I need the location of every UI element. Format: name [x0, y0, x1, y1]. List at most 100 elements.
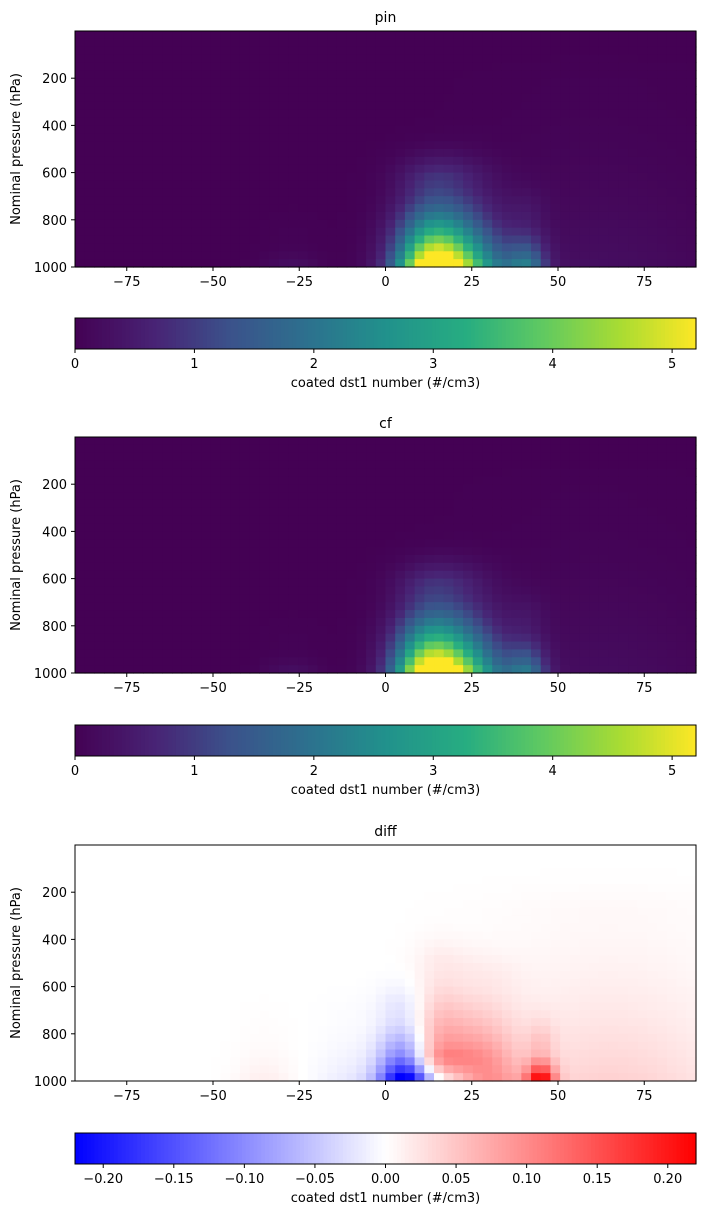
- heatmap-cell: [443, 93, 455, 103]
- heatmap-cell: [230, 259, 241, 268]
- heatmap-cell: [434, 444, 445, 454]
- heatmap-cell: [133, 499, 144, 509]
- heatmap-cell: [104, 1010, 115, 1019]
- heatmap-cell: [123, 38, 134, 48]
- heatmap-cell: [482, 38, 493, 48]
- colorbar-segment: [486, 725, 491, 756]
- heatmap-cell: [75, 117, 86, 126]
- heatmap-cell: [424, 507, 435, 517]
- heatmap-cell: [589, 219, 600, 229]
- heatmap-cell: [142, 1041, 154, 1051]
- heatmap-cell: [540, 555, 552, 564]
- colorbar-segment: [649, 725, 654, 756]
- heatmap-cell: [220, 46, 231, 56]
- heatmap-cell: [569, 625, 581, 635]
- heatmap-cell: [152, 602, 163, 611]
- heatmap-cell: [113, 1018, 125, 1027]
- heatmap-cell: [181, 149, 193, 158]
- heatmap-cell: [676, 31, 687, 40]
- heatmap-cell: [686, 602, 697, 611]
- heatmap-cell: [84, 594, 96, 603]
- heatmap-cell: [94, 907, 105, 917]
- heatmap-cell: [666, 54, 678, 64]
- heatmap-cell: [540, 172, 552, 182]
- heatmap-cell: [336, 149, 348, 158]
- heatmap-cell: [579, 125, 590, 134]
- heatmap-cell: [637, 141, 649, 150]
- heatmap-cell: [356, 492, 367, 501]
- heatmap-cell: [104, 156, 115, 166]
- heatmap-cell: [104, 649, 115, 658]
- heatmap-cell: [298, 70, 309, 79]
- heatmap-cell: [269, 657, 280, 666]
- heatmap-cell: [269, 1018, 280, 1027]
- heatmap-cell: [531, 515, 542, 525]
- heatmap-cell: [501, 188, 513, 197]
- heatmap-cell: [560, 31, 571, 40]
- heatmap-cell: [317, 196, 328, 205]
- heatmap-cell: [443, 499, 455, 509]
- heatmap-cell: [94, 468, 105, 477]
- heatmap-cell: [191, 649, 202, 658]
- heatmap-cell: [511, 555, 522, 564]
- heatmap-cell: [395, 78, 406, 87]
- heatmap-cell: [598, 196, 610, 205]
- heatmap-cell: [434, 515, 445, 525]
- heatmap-cell: [239, 986, 251, 996]
- heatmap-cell: [327, 539, 338, 548]
- heatmap-cell: [152, 204, 163, 213]
- heatmap-cell: [686, 547, 697, 556]
- heatmap-cell: [569, 437, 581, 446]
- heatmap-cell: [540, 476, 552, 485]
- heatmap-cell: [104, 1073, 115, 1082]
- heatmap-cell: [172, 460, 183, 470]
- heatmap-cell: [288, 1002, 299, 1011]
- heatmap-cell: [540, 141, 552, 150]
- heatmap-cell: [113, 235, 125, 244]
- heatmap-cell: [608, 578, 619, 588]
- heatmap-cell: [676, 499, 687, 509]
- heatmap-cell: [443, 219, 455, 229]
- heatmap-cell: [152, 86, 163, 95]
- heatmap-cell: [482, 109, 493, 119]
- heatmap-cell: [550, 125, 561, 134]
- colorbar-segment: [451, 725, 456, 756]
- heatmap-cell: [75, 860, 86, 870]
- heatmap-cell: [385, 594, 396, 603]
- heatmap-cell: [424, 78, 435, 87]
- colorbar-segment: [241, 725, 247, 756]
- heatmap-cell: [531, 38, 542, 48]
- heatmap-cell: [618, 251, 629, 260]
- heatmap-cell: [463, 602, 474, 611]
- heatmap-cell: [521, 211, 532, 221]
- heatmap-cell: [501, 219, 513, 229]
- heatmap-cell: [288, 641, 299, 650]
- heatmap-cell: [531, 149, 542, 158]
- heatmap-cell: [637, 243, 649, 252]
- heatmap-cell: [637, 586, 649, 595]
- heatmap-cell: [492, 78, 503, 87]
- colorbar-segment: [428, 318, 433, 349]
- heatmap-cell: [647, 78, 658, 87]
- heatmap-cell: [647, 133, 658, 142]
- heatmap-cell: [317, 227, 328, 237]
- heatmap-cell: [152, 923, 163, 933]
- heatmap-cell: [647, 578, 658, 588]
- heatmap-cell: [463, 219, 474, 229]
- heatmap-cell: [191, 468, 202, 477]
- heatmap-cell: [443, 54, 455, 64]
- heatmap-cell: [123, 1049, 134, 1058]
- heatmap-cell: [356, 657, 367, 666]
- colorbar-segment: [199, 725, 204, 756]
- heatmap-cell: [307, 70, 319, 79]
- colorbar-segment: [470, 725, 476, 756]
- heatmap-cell: [395, 437, 406, 446]
- heatmap-cell: [472, 204, 484, 213]
- heatmap-cell: [317, 562, 328, 572]
- heatmap-cell: [269, 531, 280, 540]
- heatmap-cell: [104, 578, 115, 588]
- heatmap-cell: [424, 109, 435, 119]
- heatmap-cell: [210, 531, 222, 540]
- heatmap-cell: [191, 947, 202, 956]
- heatmap-cell: [172, 649, 183, 658]
